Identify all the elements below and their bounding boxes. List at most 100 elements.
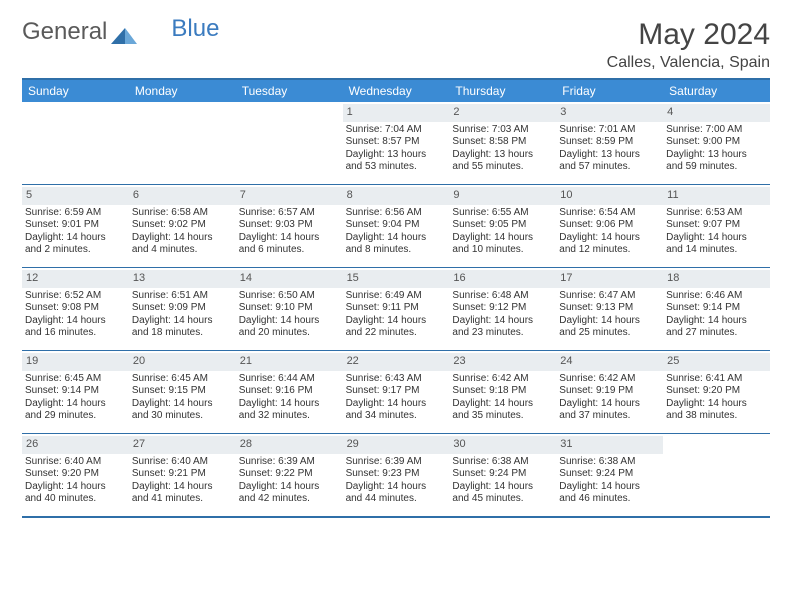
month-title: May 2024 xyxy=(607,18,770,52)
day-info-line: Daylight: 13 hours xyxy=(452,149,553,162)
day-number: 31 xyxy=(556,436,663,454)
day-info-line: Sunset: 9:14 PM xyxy=(25,385,126,398)
day-cell: 1Sunrise: 7:04 AMSunset: 8:57 PMDaylight… xyxy=(343,102,450,184)
day-info-line: Daylight: 14 hours xyxy=(239,398,340,411)
day-cell: 21Sunrise: 6:44 AMSunset: 9:16 PMDayligh… xyxy=(236,351,343,433)
day-info-line: Daylight: 14 hours xyxy=(452,481,553,494)
day-number: 1 xyxy=(343,104,450,122)
day-info-line: Sunset: 9:24 PM xyxy=(559,468,660,481)
day-info-line: Sunrise: 7:00 AM xyxy=(666,124,767,137)
day-info-line: and 10 minutes. xyxy=(452,244,553,257)
day-info-line: Sunrise: 6:56 AM xyxy=(346,207,447,220)
day-number: 14 xyxy=(236,270,343,288)
day-info-line: Daylight: 13 hours xyxy=(559,149,660,162)
day-info-line: and 16 minutes. xyxy=(25,327,126,340)
week-row: 26Sunrise: 6:40 AMSunset: 9:20 PMDayligh… xyxy=(22,434,770,516)
day-info-line: and 23 minutes. xyxy=(452,327,553,340)
header: General Blue May 2024 Calles, Valencia, … xyxy=(22,18,770,72)
day-info-line: Sunset: 9:10 PM xyxy=(239,302,340,315)
day-info-line: Daylight: 14 hours xyxy=(452,398,553,411)
day-number: 20 xyxy=(129,353,236,371)
day-cell: 8Sunrise: 6:56 AMSunset: 9:04 PMDaylight… xyxy=(343,185,450,267)
day-info-line: Sunrise: 6:58 AM xyxy=(132,207,233,220)
day-cell: 2Sunrise: 7:03 AMSunset: 8:58 PMDaylight… xyxy=(449,102,556,184)
day-info-line: Daylight: 14 hours xyxy=(346,315,447,328)
day-info-line: Daylight: 14 hours xyxy=(346,398,447,411)
day-number: 23 xyxy=(449,353,556,371)
day-info-line: Sunrise: 6:53 AM xyxy=(666,207,767,220)
dayhead-wed: Wednesday xyxy=(343,80,450,102)
day-info-line: and 25 minutes. xyxy=(559,327,660,340)
day-info-line: Sunset: 9:15 PM xyxy=(132,385,233,398)
day-info-line: Sunset: 9:02 PM xyxy=(132,219,233,232)
brand-text-1: General xyxy=(22,18,107,46)
day-number: 5 xyxy=(22,187,129,205)
day-info-line: Sunset: 9:23 PM xyxy=(346,468,447,481)
day-number: 7 xyxy=(236,187,343,205)
day-info-line: and 20 minutes. xyxy=(239,327,340,340)
day-info-line: Daylight: 14 hours xyxy=(239,315,340,328)
day-info-line: Daylight: 14 hours xyxy=(132,232,233,245)
day-info-line: Sunrise: 6:51 AM xyxy=(132,290,233,303)
week-row: 19 Sunrise: 6:45 AMSunset: 9:14 PM Dayligh… xyxy=(22,351,770,434)
day-info-line: and 29 minutes. xyxy=(25,410,126,423)
day-info-line: Sunrise: 6:48 AM xyxy=(452,290,553,303)
day-info-line: and 30 minutes. xyxy=(132,410,233,423)
day-info-line: Sunset: 9:21 PM xyxy=(132,468,233,481)
day-info-line: and 14 minutes. xyxy=(666,244,767,257)
day-info-line: Sunset: 9:18 PM xyxy=(452,385,553,398)
day-info-line: Daylight: 13 hours xyxy=(666,149,767,162)
day-cell: 4Sunrise: 7:00 AMSunset: 9:00 PMDaylight… xyxy=(663,102,770,184)
day-number: 9 xyxy=(449,187,556,205)
day-number: 24 xyxy=(556,353,663,371)
dayhead-sat: Saturday xyxy=(663,80,770,102)
day-cell: 16Sunrise: 6:48 AMSunset: 9:12 PMDayligh… xyxy=(449,268,556,350)
day-info-line: Sunset: 9:07 PM xyxy=(666,219,767,232)
day-info-line: Sunrise: 6:50 AM xyxy=(239,290,340,303)
day-number: 30 xyxy=(449,436,556,454)
dayhead-mon: Monday xyxy=(129,80,236,102)
day-info-line: Sunset: 9:20 PM xyxy=(25,468,126,481)
day-cell: 15Sunrise: 6:49 AMSunset: 9:11 PMDayligh… xyxy=(343,268,450,350)
day-info-line: Sunrise: 7:01 AM xyxy=(559,124,660,137)
day-info-line: and 40 minutes. xyxy=(25,493,126,506)
day-number: 28 xyxy=(236,436,343,454)
day-number: 10 xyxy=(556,187,663,205)
day-info-line: and 42 minutes. xyxy=(239,493,340,506)
day-info-line: Sunrise: 6:39 AM xyxy=(239,456,340,469)
day-info-line: and 18 minutes. xyxy=(132,327,233,340)
day-info-line: and 57 minutes. xyxy=(559,161,660,174)
day-cell: 26Sunrise: 6:40 AMSunset: 9:20 PMDayligh… xyxy=(22,434,129,516)
day-info-line: and 59 minutes. xyxy=(666,161,767,174)
day-number: 27 xyxy=(129,436,236,454)
day-info-line: Sunset: 9:14 PM xyxy=(666,302,767,315)
day-info-line: Sunrise: 6:46 AM xyxy=(666,290,767,303)
day-info-line: Daylight: 13 hours xyxy=(346,149,447,162)
day-info-line: Sunrise: 6:40 AM xyxy=(25,456,126,469)
day-info-line: Daylight: 14 hours xyxy=(239,481,340,494)
day-number: 15 xyxy=(343,270,450,288)
day-info-line: and 22 minutes. xyxy=(346,327,447,340)
day-info-line: Sunrise: 6:55 AM xyxy=(452,207,553,220)
day-cell: 9Sunrise: 6:55 AMSunset: 9:05 PMDaylight… xyxy=(449,185,556,267)
day-info-line: and 53 minutes. xyxy=(346,161,447,174)
dayhead-thu: Thursday xyxy=(449,80,556,102)
day-cell: 12Sunrise: 6:52 AMSunset: 9:08 PMDayligh… xyxy=(22,268,129,350)
calendar: Sunday Monday Tuesday Wednesday Thursday… xyxy=(22,78,770,518)
day-info-line: Daylight: 14 hours xyxy=(25,481,126,494)
day-info-line: Sunrise: 6:39 AM xyxy=(346,456,447,469)
weeks-container: 1Sunrise: 7:04 AMSunset: 8:57 PMDaylight… xyxy=(22,102,770,516)
day-number: 19 xyxy=(22,353,129,371)
day-cell: 17Sunrise: 6:47 AMSunset: 9:13 PMDayligh… xyxy=(556,268,663,350)
day-info-line: Sunrise: 6:41 AM xyxy=(666,373,767,386)
day-info-line: and 27 minutes. xyxy=(666,327,767,340)
day-info-line: and 6 minutes. xyxy=(239,244,340,257)
day-info-line: Sunset: 9:03 PM xyxy=(239,219,340,232)
day-cell: 14 Sunrise: 6:50 AMSunset: 9:10 PMDayligh… xyxy=(236,268,343,350)
brand-text-2: Blue xyxy=(171,15,219,43)
day-info-line: Sunrise: 6:40 AM xyxy=(132,456,233,469)
day-info-line: Sunrise: 6:45 AM xyxy=(25,373,126,386)
day-cell: 23Sunrise: 6:42 AMSunset: 9:18 PMDayligh… xyxy=(449,351,556,433)
day-cell xyxy=(663,434,770,516)
day-info-line: and 37 minutes. xyxy=(559,410,660,423)
